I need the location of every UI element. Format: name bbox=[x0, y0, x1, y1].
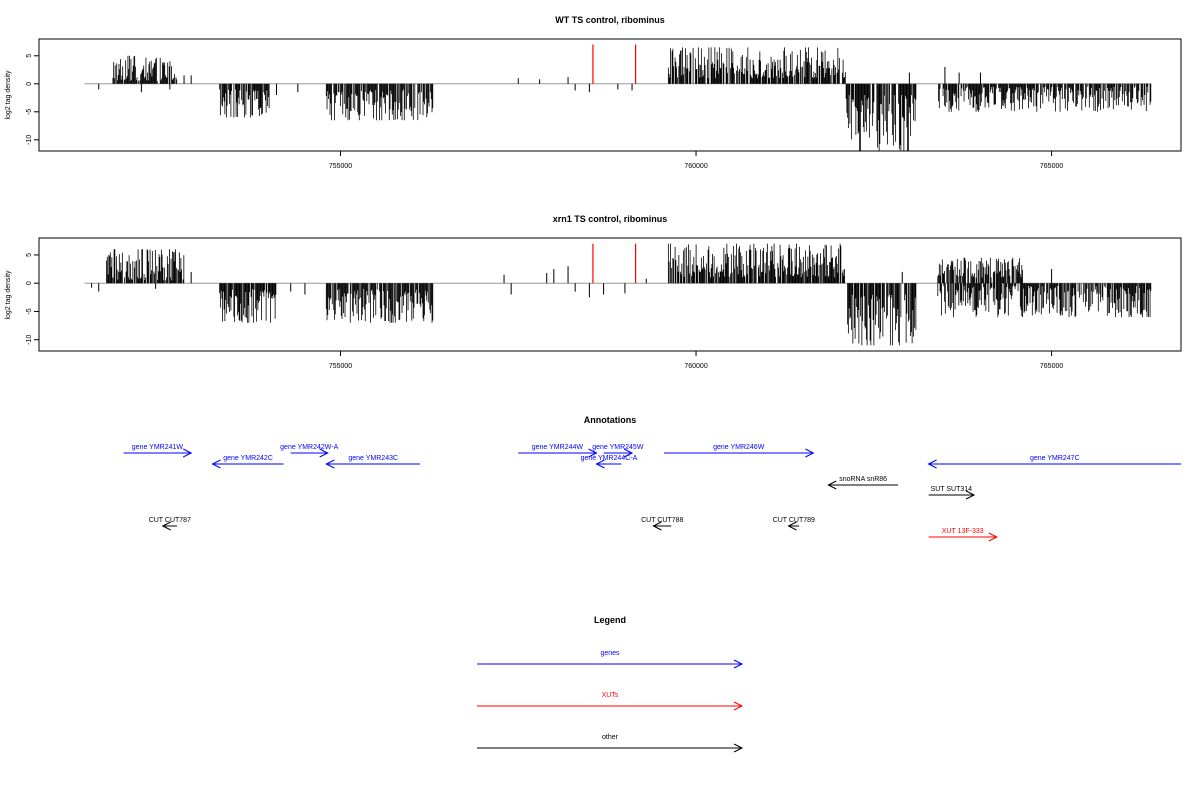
feature-label: gene YMR247C bbox=[1030, 455, 1080, 462]
annotation-feature: gene YMR245W bbox=[592, 444, 644, 458]
coverage-region bbox=[667, 47, 846, 84]
feature-arrowhead bbox=[787, 521, 797, 531]
feature-arrowhead bbox=[965, 490, 976, 500]
coverage-region bbox=[219, 283, 277, 323]
feature-label: gene YMR242C bbox=[223, 455, 273, 462]
annotation-feature: snoRNA snR86 bbox=[827, 476, 898, 490]
feature-arrowhead bbox=[652, 521, 662, 531]
coverage-region bbox=[112, 55, 178, 84]
feature-arrowhead bbox=[319, 448, 329, 458]
feature-arrowhead bbox=[927, 459, 937, 469]
feature-label: CUT CUT787 bbox=[149, 517, 191, 524]
xrn1-x-tick-label: 755000 bbox=[329, 363, 352, 370]
annotation-feature: XUT 13F-333 bbox=[928, 528, 998, 542]
feature-label: SUT SUT314 bbox=[931, 486, 973, 493]
feature-label: XUT 13F-333 bbox=[942, 528, 984, 535]
feature-arrowhead bbox=[182, 448, 193, 458]
wt-coverage-bars bbox=[84, 44, 1152, 151]
feature-label: gene YMR243C bbox=[348, 455, 398, 462]
annotations-track: Annotations gene YMR241W gene YMR242W-A ge… bbox=[123, 415, 1181, 542]
feature-label: gene YMR245W bbox=[592, 444, 644, 451]
legend-other-label: other bbox=[602, 734, 619, 741]
annotation-feature: gene YMR246W bbox=[664, 444, 815, 458]
legend-xuts-label: XUTs bbox=[602, 692, 619, 699]
legend: Legend genes XUTs other bbox=[477, 615, 744, 753]
wt-plot-frame bbox=[38, 38, 1182, 152]
xrn1-y-tick-label: -10 bbox=[26, 335, 33, 345]
annotation-feature: gene YMR242C bbox=[211, 455, 284, 469]
xrn1-y-tick-label: 0 bbox=[26, 281, 33, 285]
coverage-region bbox=[106, 249, 185, 284]
xrn1-y-tick-label: -5 bbox=[26, 308, 33, 314]
legend-xuts-arrowhead bbox=[733, 701, 744, 711]
wt-y-tick-label: 0 bbox=[26, 82, 33, 86]
feature-label: gene YMR246W bbox=[713, 444, 765, 451]
wt-x-axis: 755000 760000 765000 bbox=[329, 151, 1063, 170]
annotation-feature: gene YMR243C bbox=[325, 455, 421, 469]
feature-label: CUT CUT788 bbox=[641, 517, 683, 524]
feature-label: gene YMR241W bbox=[132, 444, 184, 451]
feature-arrowhead bbox=[805, 448, 815, 458]
xrn1-coverage-panel: xrn1 TS control, ribominus 755000 760000… bbox=[5, 214, 1182, 370]
feature-label: CUT CUT789 bbox=[773, 517, 815, 524]
xrn1-panel-title: xrn1 TS control, ribominus bbox=[553, 214, 668, 224]
xrn1-plot-frame bbox=[38, 237, 1182, 352]
annotation-feature: SUT SUT314 bbox=[928, 486, 976, 500]
wt-y-axis: 5 0 -5 -10 bbox=[26, 54, 39, 145]
annotation-feature: CUT CUT789 bbox=[773, 517, 815, 531]
feature-arrowhead bbox=[588, 448, 598, 458]
annotation-feature: gene YMR244C-A bbox=[581, 455, 638, 469]
feature-arrowhead bbox=[161, 521, 171, 531]
legend-genes-arrowhead bbox=[733, 659, 744, 669]
wt-x-tick-label: 760000 bbox=[684, 163, 707, 170]
feature-label: gene YMR244C-A bbox=[581, 455, 638, 462]
annotation-feature: gene YMR247C bbox=[927, 455, 1181, 469]
xrn1-x-tick-label: 765000 bbox=[1040, 363, 1063, 370]
coverage-region bbox=[667, 243, 845, 284]
coverage-region bbox=[938, 83, 1152, 112]
xrn1-y-tick-label: 5 bbox=[26, 253, 33, 257]
legend-genes-label: genes bbox=[600, 650, 620, 657]
xrn1-coverage-bars bbox=[84, 243, 1152, 346]
annotation-feature: gene YMR241W bbox=[123, 444, 193, 458]
feature-label: snoRNA snR86 bbox=[839, 476, 887, 483]
coverage-region bbox=[847, 283, 917, 346]
wt-x-tick-label: 755000 bbox=[329, 163, 352, 170]
annotations-title: Annotations bbox=[584, 415, 637, 425]
coverage-region bbox=[325, 283, 434, 323]
legend-title: Legend bbox=[594, 615, 626, 625]
coverage-region bbox=[937, 257, 1023, 284]
annotation-feature: CUT CUT787 bbox=[149, 517, 191, 531]
feature-arrowhead bbox=[827, 480, 837, 490]
wt-x-tick-label: 765000 bbox=[1040, 163, 1063, 170]
annotation-feature: gene YMR242W-A bbox=[280, 444, 339, 458]
annotation-feature: CUT CUT788 bbox=[641, 517, 684, 531]
xrn1-x-axis: 755000 760000 765000 bbox=[329, 351, 1063, 370]
wt-panel-title: WT TS control, ribominus bbox=[555, 15, 665, 25]
feature-label: gene YMR244W bbox=[532, 444, 584, 451]
feature-arrowhead bbox=[595, 459, 605, 469]
annotation-feature: gene YMR244W bbox=[518, 444, 598, 458]
feature-arrowhead bbox=[988, 532, 998, 542]
wt-coverage-panel: WT TS control, ribominus 755000 760000 7… bbox=[5, 15, 1182, 170]
feature-arrowhead bbox=[325, 459, 335, 469]
feature-arrowhead bbox=[211, 459, 221, 469]
coverage-region bbox=[845, 83, 917, 151]
legend-other-arrowhead bbox=[733, 743, 744, 753]
xrn1-x-tick-label: 760000 bbox=[684, 363, 707, 370]
coverage-region bbox=[219, 83, 270, 118]
xrn1-y-axis-label: log2 tag density bbox=[5, 270, 12, 320]
coverage-region bbox=[325, 83, 434, 121]
coverage-region bbox=[937, 283, 1152, 318]
feature-label: gene YMR242W-A bbox=[280, 444, 338, 451]
wt-y-axis-label: log2 tag density bbox=[5, 70, 12, 120]
xrn1-y-axis: 5 0 -5 -10 bbox=[26, 253, 39, 345]
wt-y-tick-label: 5 bbox=[26, 54, 33, 58]
wt-y-tick-label: -10 bbox=[26, 135, 33, 145]
wt-y-tick-label: -5 bbox=[26, 109, 33, 115]
feature-arrowhead bbox=[623, 448, 634, 458]
